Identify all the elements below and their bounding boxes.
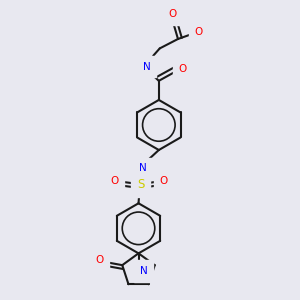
Text: O: O — [178, 64, 187, 74]
Text: H: H — [138, 58, 146, 68]
Text: N: N — [139, 163, 147, 173]
Text: O: O — [95, 255, 104, 266]
Text: O: O — [194, 27, 202, 37]
Text: N: N — [142, 62, 150, 72]
Text: H: H — [197, 22, 205, 32]
Text: O: O — [110, 176, 119, 186]
Text: N: N — [140, 266, 147, 276]
Text: O: O — [159, 176, 168, 186]
Text: H: H — [134, 158, 141, 169]
Text: O: O — [169, 9, 177, 19]
Text: S: S — [137, 178, 144, 191]
